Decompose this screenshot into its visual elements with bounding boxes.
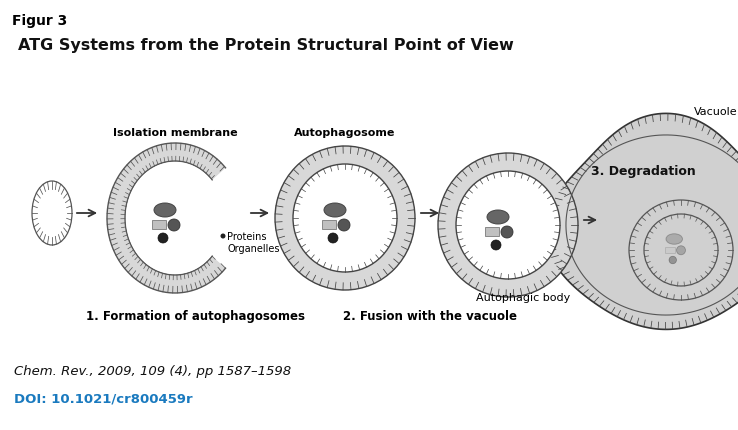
Ellipse shape bbox=[456, 171, 560, 279]
Ellipse shape bbox=[629, 200, 733, 300]
FancyBboxPatch shape bbox=[152, 220, 166, 229]
FancyBboxPatch shape bbox=[322, 220, 336, 229]
Circle shape bbox=[221, 233, 226, 239]
Text: 2. Fusion with the vacuole: 2. Fusion with the vacuole bbox=[343, 310, 517, 323]
Ellipse shape bbox=[154, 203, 176, 217]
Ellipse shape bbox=[666, 234, 683, 244]
Circle shape bbox=[669, 256, 677, 264]
Ellipse shape bbox=[644, 214, 718, 286]
Text: 3. Degradation: 3. Degradation bbox=[591, 165, 696, 178]
Polygon shape bbox=[126, 162, 211, 274]
Polygon shape bbox=[107, 143, 226, 293]
Text: ATG Systems from the Protein Structural Point of View: ATG Systems from the Protein Structural … bbox=[18, 38, 514, 53]
Ellipse shape bbox=[32, 181, 72, 245]
Ellipse shape bbox=[293, 164, 397, 272]
Ellipse shape bbox=[324, 203, 346, 217]
Ellipse shape bbox=[487, 210, 509, 224]
Text: Proteins
Organelles: Proteins Organelles bbox=[227, 232, 280, 254]
FancyBboxPatch shape bbox=[485, 227, 499, 236]
Polygon shape bbox=[545, 114, 738, 329]
Circle shape bbox=[491, 240, 501, 250]
Circle shape bbox=[338, 219, 350, 231]
Text: Figur 3: Figur 3 bbox=[12, 14, 67, 28]
Text: DOI: 10.1021/cr800459r: DOI: 10.1021/cr800459r bbox=[14, 392, 193, 405]
Text: 1. Formation of autophagosomes: 1. Formation of autophagosomes bbox=[86, 310, 305, 323]
Circle shape bbox=[677, 246, 686, 255]
Text: Vacuole: Vacuole bbox=[694, 107, 738, 117]
Text: Autophagic body: Autophagic body bbox=[476, 293, 570, 303]
Circle shape bbox=[328, 233, 338, 243]
Circle shape bbox=[168, 219, 180, 231]
Text: Autophagosome: Autophagosome bbox=[294, 128, 396, 138]
Text: Chem. Rev., 2009, 109 (4), pp 1587–1598: Chem. Rev., 2009, 109 (4), pp 1587–1598 bbox=[14, 365, 291, 378]
Ellipse shape bbox=[438, 153, 578, 297]
Ellipse shape bbox=[275, 146, 415, 290]
Circle shape bbox=[501, 226, 513, 238]
Text: Isolation membrane: Isolation membrane bbox=[113, 128, 238, 138]
Circle shape bbox=[158, 233, 168, 243]
FancyBboxPatch shape bbox=[664, 246, 675, 253]
